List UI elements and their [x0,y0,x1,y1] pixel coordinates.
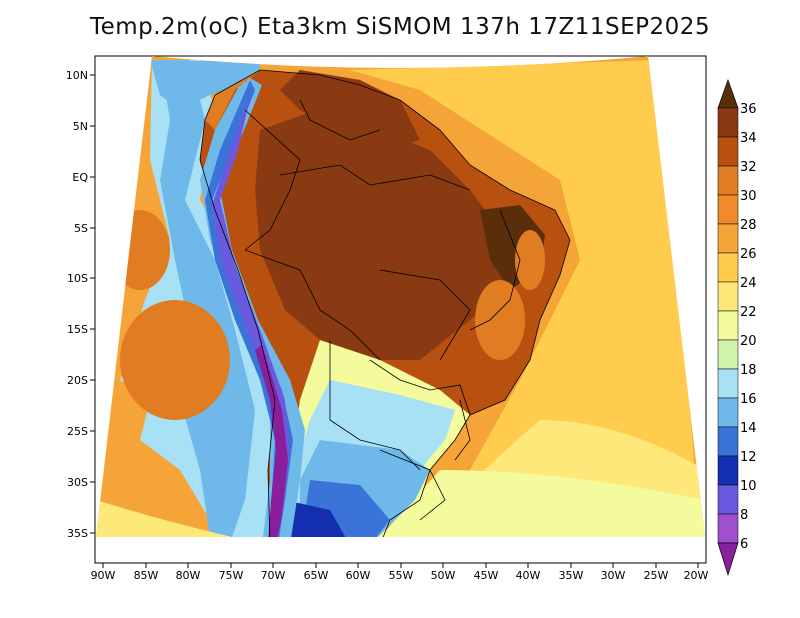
colorbar-swatch [717,107,739,138]
colorbar-swatch [717,136,739,167]
lon-label: 75W [219,569,244,582]
lat-label: EQ [72,171,88,184]
lat-label: 5N [73,120,88,133]
map-title: Temp.2m(oC) Eta3km SiSMOM 137h 17Z11SEP2… [89,14,711,40]
colorbar-label: 10 [740,479,757,494]
colorbar-swatch [717,339,739,370]
colorbar-label: 12 [740,450,757,465]
lon-label: 90W [91,569,116,582]
lat-label: 15S [67,323,88,336]
lon-label: 70W [261,569,286,582]
colorbar-top-arrow [717,78,739,109]
colorbar-swatch [717,165,739,196]
lat-label: 10N [66,69,88,82]
colorbar [717,78,739,577]
colorbar-label: 14 [740,421,757,436]
lon-label: 80W [176,569,201,582]
colorbar-label: 8 [740,508,748,523]
map-field [96,56,705,537]
colorbar-swatch [717,426,739,457]
lat-label: 20S [67,374,88,387]
colorbar-label: 6 [740,537,748,552]
lon-label: 55W [389,569,414,582]
lon-label: 25W [644,569,669,582]
map-borders [199,69,571,537]
lat-label: 25S [67,425,88,438]
lat-label: 10S [67,272,88,285]
colorbar-swatch [717,368,739,399]
colorbar-label: 28 [740,218,757,233]
colorbar-swatch [717,484,739,515]
lon-label: 85W [134,569,159,582]
lon-label: 40W [516,569,541,582]
lat-label: 5S [74,222,88,235]
colorbar-label: 18 [740,363,757,378]
colorbar-label: 30 [740,189,757,204]
lat-label: 35S [67,527,88,540]
axis-ticks [90,74,699,568]
colorbar-label: 34 [740,131,757,146]
colorbar-label: 24 [740,276,757,291]
colorbar-bottom-arrow [717,542,739,577]
colorbar-swatch [717,455,739,486]
colorbar-label: 26 [740,247,757,262]
colorbar-label: 32 [740,160,757,175]
colorbar-label: 16 [740,392,757,407]
colorbar-label: 20 [740,334,757,349]
lon-label: 60W [346,569,371,582]
lon-label: 35W [559,569,584,582]
colorbar-swatch [717,252,739,283]
colorbar-swatch [717,310,739,341]
colorbar-swatch [717,397,739,428]
colorbar-swatch [717,194,739,225]
colorbar-label: 22 [740,305,757,320]
lat-label: 30S [67,476,88,489]
colorbar-swatch [717,281,739,312]
lon-label: 45W [474,569,499,582]
lon-label: 20W [684,569,709,582]
lon-label: 65W [304,569,329,582]
colorbar-swatch [717,513,739,544]
lon-label: 30W [601,569,626,582]
colorbar-swatch [717,223,739,254]
lon-label: 50W [431,569,456,582]
colorbar-label: 36 [740,102,757,117]
